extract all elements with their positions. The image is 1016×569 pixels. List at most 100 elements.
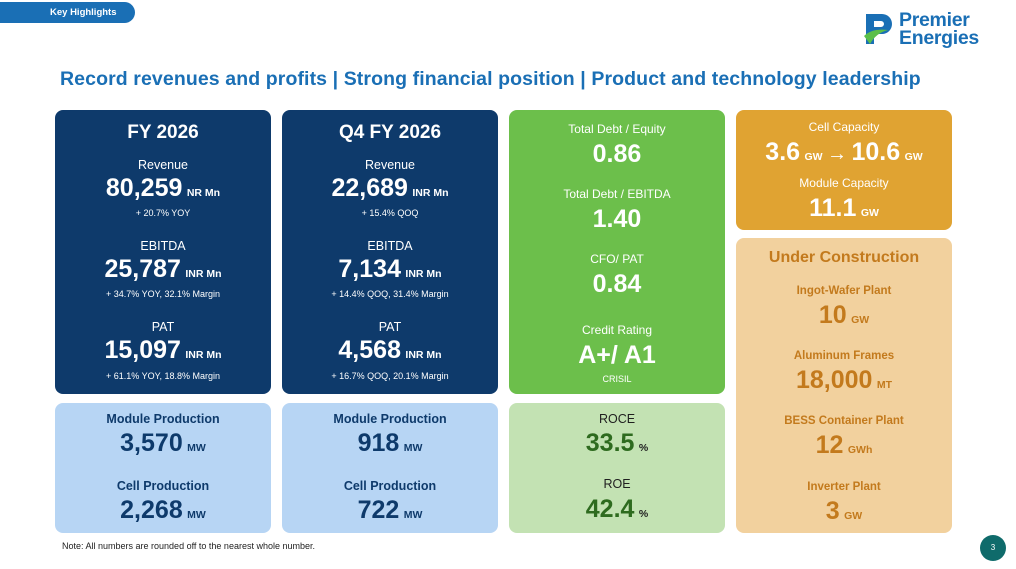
cell-capacity-from: 3.6: [765, 138, 801, 166]
uc-item-unit: GWh: [847, 444, 873, 456]
fy-ebitda: 25,787 INR Mn: [55, 255, 271, 284]
fy-module-production-unit: MW: [187, 442, 206, 454]
logo-line-1: Premier: [899, 9, 970, 31]
uc-item-value: 12: [815, 431, 844, 459]
cell-capacity-label: Cell Capacity: [808, 120, 880, 134]
credit-rating-value: A+/ A1: [578, 341, 656, 369]
uc-item-value: 3: [825, 497, 840, 525]
uc-item-label: Ingot-Wafer Plant: [796, 285, 892, 297]
fy-ebitda-growth: + 34.7% YOY, 32.1% Margin: [106, 289, 220, 299]
fy-module-production: 3,570 MW: [55, 429, 271, 458]
uc-item-unit: MT: [876, 379, 893, 391]
q4-cell-production-label: Cell Production: [343, 479, 437, 493]
roce-unit: %: [638, 442, 649, 454]
q4-ebitda: 7,134 INR Mn: [282, 255, 498, 284]
q4-revenue: 22,689 INR Mn: [282, 174, 498, 203]
q4-cell-production: 722 MW: [282, 496, 498, 525]
roe-unit: %: [638, 508, 649, 520]
module-capacity: 11.1 GW: [736, 194, 952, 223]
debt-equity-label: Total Debt / Equity: [568, 122, 666, 136]
company-logo: Premier Energies: [862, 10, 1002, 50]
uc-item-unit: GW: [851, 314, 870, 326]
fy-production-card: Module Production 3,570 MW Cell Producti…: [55, 403, 271, 533]
roce: 33.5 %: [509, 429, 725, 458]
roce-label: ROCE: [598, 412, 636, 426]
fy-ebitda-value: 25,787: [104, 255, 181, 283]
fy-module-production-value: 3,570: [120, 429, 183, 457]
fy-revenue-label: Revenue: [137, 158, 189, 172]
cfo-pat-value: 0.84: [592, 270, 642, 298]
uc-item-value-row: 10 GW: [736, 301, 952, 330]
fy-title: FY 2026: [127, 122, 199, 143]
q4-pat-value: 4,568: [338, 336, 401, 364]
section-tab: Key Highlights: [0, 2, 135, 23]
debt-ebitda-value: 1.40: [592, 205, 642, 233]
uc-item-value: 10: [818, 301, 847, 329]
module-capacity-value: 11.1: [809, 194, 857, 222]
fy-pat-value: 15,097: [104, 336, 181, 364]
q4-module-production-value: 918: [357, 429, 400, 457]
fy-results-card: FY 2026 Revenue 80,259 NR Mn + 20.7% YOY…: [55, 110, 271, 394]
uc-item-label: BESS Container Plant: [784, 415, 904, 427]
q4-ebitda-unit: INR Mn: [405, 268, 442, 280]
roe-value: 42.4: [585, 495, 635, 523]
q4-revenue-label: Revenue: [364, 158, 416, 172]
fy-pat: 15,097 INR Mn: [55, 336, 271, 365]
module-capacity-unit: GW: [860, 207, 879, 219]
fy-cell-production: 2,268 MW: [55, 496, 271, 525]
fy-cell-production-label: Cell Production: [116, 479, 210, 493]
q4-ebitda-growth: + 14.4% QOQ, 31.4% Margin: [331, 289, 449, 299]
page-number: 3: [980, 535, 1006, 561]
fy-module-production-label: Module Production: [106, 412, 220, 426]
logo-line-2: Energies: [899, 27, 979, 49]
debt-ebitda-label: Total Debt / EBITDA: [563, 187, 671, 201]
logo-mark-icon: [864, 14, 892, 44]
cell-capacity-from-unit: GW: [804, 151, 823, 163]
uc-item-value-row: 12 GWh: [736, 431, 952, 460]
under-construction-card: Under Construction Ingot-Wafer Plant 10 …: [736, 238, 952, 533]
cfo-pat-label: CFO/ PAT: [590, 252, 644, 266]
q4-pat-unit: INR Mn: [405, 349, 442, 361]
fy-pat-unit: INR Mn: [185, 349, 222, 361]
q4-results-card: Q4 FY 2026 Revenue 22,689 INR Mn + 15.4%…: [282, 110, 498, 394]
credit-rating-label: Credit Rating: [581, 323, 653, 337]
fy-cell-production-unit: MW: [187, 509, 206, 521]
uc-item-label: Inverter Plant: [807, 481, 881, 493]
q4-cell-production-unit: MW: [403, 509, 423, 521]
cell-capacity-to-unit: GW: [904, 151, 923, 163]
fy-pat-label: PAT: [151, 320, 175, 334]
page-headline: Record revenues and profits | Strong fin…: [60, 68, 921, 90]
q4-pat-growth: + 16.7% QOQ, 20.1% Margin: [331, 371, 449, 381]
fy-pat-growth: + 61.1% YOY, 18.8% Margin: [106, 371, 220, 381]
arrow-right-icon: →: [827, 143, 848, 165]
debt-equity-value: 0.86: [592, 140, 642, 168]
q4-production-card: Module Production 918 MW Cell Production…: [282, 403, 498, 533]
q4-revenue-unit: INR Mn: [412, 187, 449, 199]
financial-position-card: Total Debt / Equity 0.86 Total Debt / EB…: [509, 110, 725, 394]
uc-item-value: 18,000: [795, 366, 873, 394]
cell-capacity-to: 10.6: [851, 138, 901, 166]
fy-revenue-unit: NR Mn: [186, 187, 221, 199]
q4-module-production-label: Module Production: [333, 412, 447, 426]
q4-ebitda-label: EBITDA: [367, 239, 413, 253]
uc-item-value-row: 3 GW: [736, 497, 952, 526]
under-construction-title: Under Construction: [768, 249, 920, 266]
roe: 42.4 %: [509, 495, 725, 524]
q4-revenue-growth: + 15.4% QOQ: [361, 208, 419, 218]
capacity-card: Cell Capacity 3.6 GW → 10.6 GW Module Ca…: [736, 110, 952, 230]
cell-capacity: 3.6 GW → 10.6 GW: [736, 138, 952, 167]
fy-revenue-value: 80,259: [105, 174, 183, 202]
roce-value: 33.5: [585, 429, 635, 457]
q4-cell-production-value: 722: [357, 496, 400, 524]
returns-card: ROCE 33.5 % ROE 42.4 %: [509, 403, 725, 533]
uc-item-label: Aluminum Frames: [793, 350, 895, 362]
q4-revenue-value: 22,689: [331, 174, 408, 202]
uc-item-value-row: 18,000 MT: [736, 366, 952, 395]
footnote: Note: All numbers are rounded off to the…: [62, 541, 315, 551]
uc-item-unit: GW: [844, 510, 863, 522]
fy-revenue-growth: + 20.7% YOY: [135, 208, 191, 218]
q4-ebitda-value: 7,134: [338, 255, 401, 283]
q4-module-production: 918 MW: [282, 429, 498, 458]
q4-pat-label: PAT: [378, 320, 402, 334]
q4-module-production-unit: MW: [403, 442, 423, 454]
